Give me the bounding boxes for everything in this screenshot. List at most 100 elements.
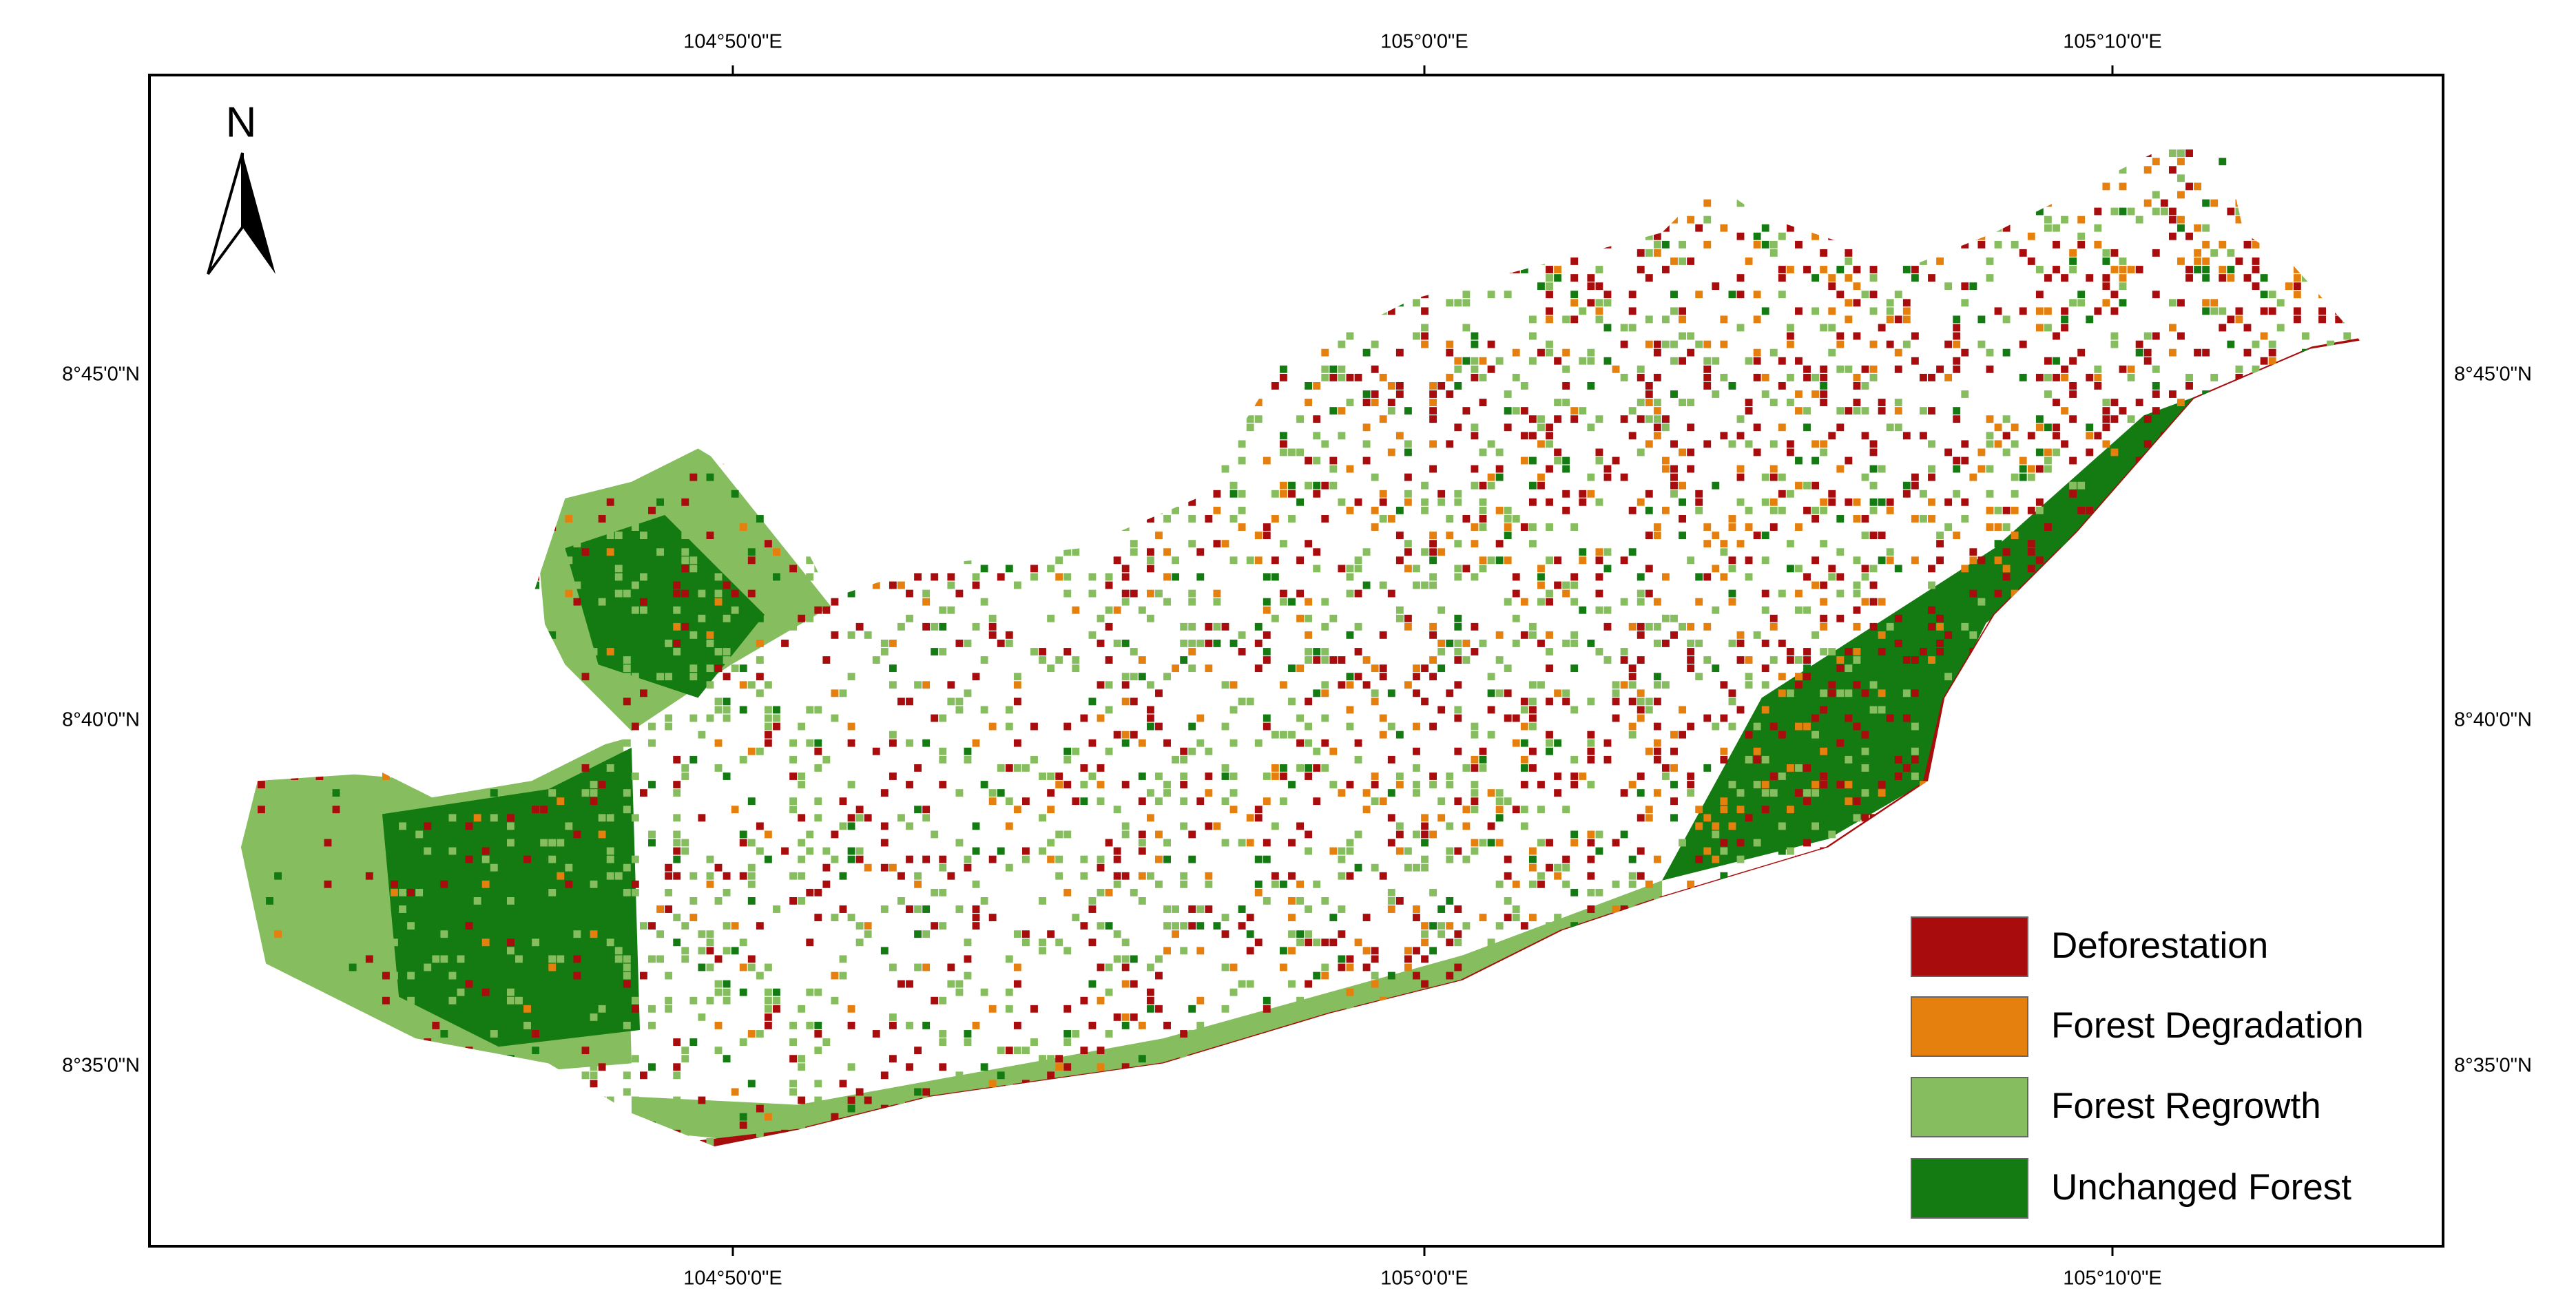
speckle bbox=[2168, 299, 2177, 307]
speckle bbox=[1836, 340, 1845, 348]
speckle bbox=[2143, 199, 2152, 207]
speckle bbox=[847, 781, 855, 788]
speckle bbox=[1238, 631, 1246, 639]
speckle bbox=[2002, 448, 2011, 456]
speckle bbox=[1562, 589, 1570, 598]
speckle bbox=[773, 722, 780, 731]
speckle bbox=[1803, 606, 1811, 614]
speckle bbox=[1546, 291, 1553, 299]
speckle bbox=[2227, 315, 2235, 324]
speckle bbox=[1811, 631, 1820, 639]
speckle bbox=[1454, 656, 1462, 664]
speckle bbox=[997, 789, 1005, 797]
speckle bbox=[1720, 747, 1728, 755]
speckle bbox=[1853, 581, 1861, 589]
speckle bbox=[1878, 631, 1886, 639]
speckle bbox=[1495, 473, 1504, 481]
speckle bbox=[739, 706, 747, 714]
speckle bbox=[2077, 240, 2086, 249]
speckle bbox=[1446, 299, 1454, 307]
speckle bbox=[1562, 806, 1570, 814]
speckle bbox=[1487, 473, 1495, 481]
speckle bbox=[1720, 872, 1728, 880]
speckle bbox=[1670, 781, 1678, 788]
speckle bbox=[681, 565, 689, 573]
speckle bbox=[631, 565, 639, 573]
speckle bbox=[1188, 648, 1196, 655]
speckle bbox=[1861, 747, 1869, 755]
speckle bbox=[1546, 839, 1553, 847]
speckle bbox=[814, 739, 822, 747]
speckle bbox=[1653, 855, 1661, 863]
speckle bbox=[590, 880, 598, 888]
speckle bbox=[2293, 315, 2301, 324]
speckle bbox=[1811, 506, 1820, 514]
speckle bbox=[806, 830, 814, 839]
speckle bbox=[365, 938, 373, 947]
speckle bbox=[1562, 490, 1570, 498]
speckle bbox=[1778, 847, 1786, 855]
speckle bbox=[1861, 515, 1869, 523]
speckle bbox=[1296, 589, 1304, 598]
speckle bbox=[706, 880, 714, 888]
speckle bbox=[1413, 789, 1420, 797]
speckle bbox=[1504, 291, 1512, 299]
speckle bbox=[1745, 673, 1753, 681]
speckle bbox=[1421, 481, 1429, 490]
speckle bbox=[1936, 556, 1944, 565]
speckle bbox=[1005, 764, 1013, 772]
speckle bbox=[972, 739, 980, 747]
speckle bbox=[939, 781, 947, 788]
speckle bbox=[1745, 506, 1753, 514]
speckle bbox=[972, 880, 980, 888]
speckle bbox=[1063, 548, 1072, 556]
speckle bbox=[1570, 274, 1579, 282]
speckle bbox=[1628, 681, 1637, 689]
speckle bbox=[1886, 340, 1894, 348]
speckle bbox=[1845, 648, 1853, 655]
speckle bbox=[1404, 863, 1412, 872]
speckle bbox=[2168, 232, 2177, 240]
speckle bbox=[1546, 863, 1553, 872]
speckle bbox=[789, 622, 798, 631]
speckle bbox=[523, 855, 531, 863]
speckle bbox=[1554, 448, 1562, 456]
speckle bbox=[1238, 506, 1246, 514]
speckle bbox=[1670, 747, 1678, 755]
speckle bbox=[631, 606, 639, 614]
speckle bbox=[440, 947, 448, 955]
speckle bbox=[1280, 797, 1287, 806]
speckle bbox=[1039, 847, 1046, 855]
speckle bbox=[1528, 863, 1537, 872]
speckle bbox=[1670, 631, 1678, 639]
speckle bbox=[1479, 556, 1487, 565]
speckle bbox=[1828, 681, 1836, 689]
speckle bbox=[1013, 930, 1021, 938]
speckle bbox=[731, 806, 739, 814]
speckle bbox=[623, 589, 631, 598]
speckle bbox=[1786, 324, 1794, 332]
speckle bbox=[1637, 847, 1645, 855]
speckle bbox=[631, 523, 639, 531]
speckle bbox=[1687, 332, 1695, 340]
speckle bbox=[1736, 706, 1745, 714]
speckle bbox=[1446, 440, 1454, 448]
speckle bbox=[681, 764, 689, 772]
speckle bbox=[2185, 182, 2193, 191]
speckle bbox=[1994, 523, 2002, 531]
speckle bbox=[1820, 266, 1828, 273]
speckle bbox=[448, 847, 457, 855]
speckle bbox=[2019, 373, 2027, 381]
speckle bbox=[1113, 855, 1121, 863]
speckle bbox=[739, 664, 747, 673]
speckle bbox=[1263, 839, 1271, 847]
speckle bbox=[798, 855, 806, 863]
speckle bbox=[1413, 747, 1420, 755]
speckle bbox=[1969, 473, 1977, 481]
speckle bbox=[1628, 407, 1637, 415]
speckle bbox=[1994, 540, 2002, 548]
speckle bbox=[648, 739, 656, 747]
speckle bbox=[1869, 781, 1878, 788]
speckle bbox=[1562, 689, 1570, 697]
